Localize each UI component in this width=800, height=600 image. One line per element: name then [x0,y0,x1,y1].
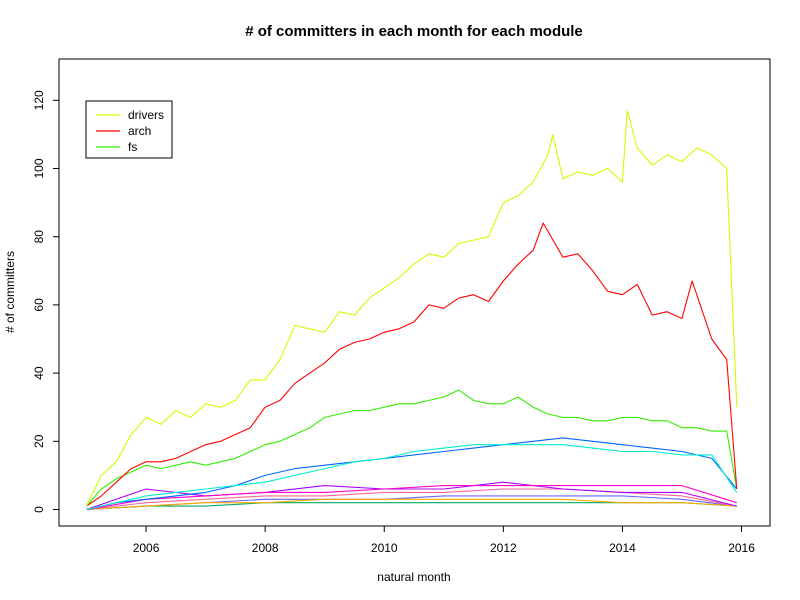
x-tick-label: 2010 [371,541,398,555]
x-tick-label: 2016 [728,541,755,555]
y-tick-label: 60 [32,298,46,312]
y-tick-label: 120 [32,90,46,110]
y-tick-label: 80 [32,230,46,244]
series-line-module-8 [86,498,737,511]
series-line-fs [86,389,738,507]
legend-box [85,100,173,159]
y-tick-label: 100 [32,158,46,178]
legend-label-arch: arch [128,124,151,138]
x-tick-label: 2012 [490,541,517,555]
x-tick-label: 2014 [609,541,636,555]
chart-title: # of committers in each month for each m… [245,23,583,40]
y-axis-label: # of committers [3,251,17,333]
series-line-arch [86,222,738,507]
x-tick-label: 2006 [133,541,160,555]
x-axis: 2006 2008 2010 2012 2014 2016 [133,525,755,555]
y-tick-label: 40 [32,366,46,380]
series-line-module-6 [86,481,737,511]
x-axis-label: natural month [377,570,450,584]
x-tick-label: 2008 [252,541,279,555]
legend-label-drivers: drivers [128,108,164,122]
legend-label-fs: fs [128,140,137,154]
legend: drivers arch fs [85,100,173,159]
y-tick-label: 0 [32,506,46,513]
series-line-drivers [86,109,738,507]
series-line-module-4 [86,437,738,511]
series-line-module-7 [86,488,737,511]
series-line-module-3 [86,444,738,511]
y-axis: 0 20 40 60 80 100 120 [32,90,60,513]
series-line-module-5 [86,485,737,511]
y-tick-label: 20 [32,434,46,448]
series-layer [86,109,738,511]
